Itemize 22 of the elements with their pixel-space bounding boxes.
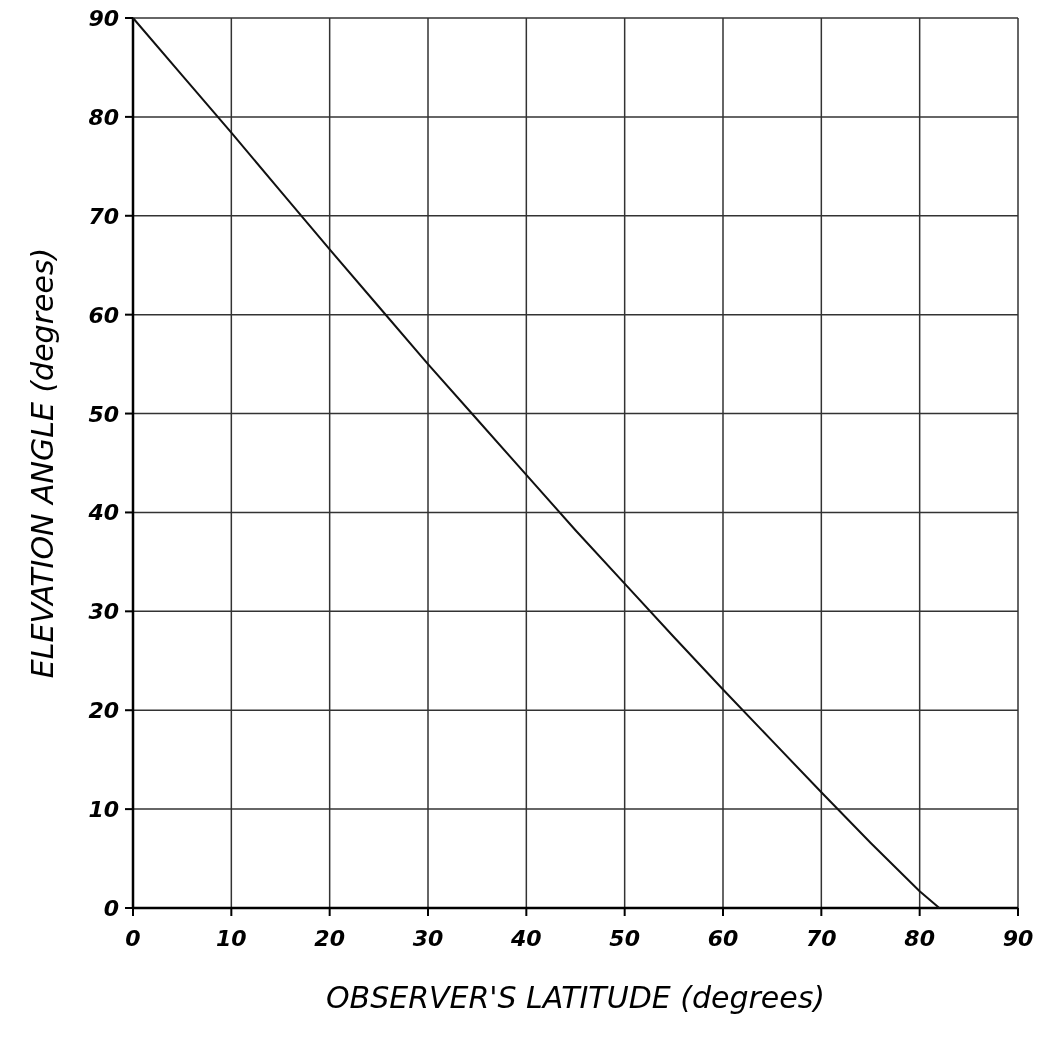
x-tick-label: 50 <box>609 926 640 951</box>
y-tick-label: 50 <box>88 401 119 427</box>
x-tick-label: 0 <box>125 926 141 951</box>
y-tick-label: 30 <box>88 599 119 625</box>
x-tick-label: 40 <box>510 926 542 951</box>
y-tick-label: 10 <box>88 797 119 823</box>
y-tick-label: 20 <box>88 698 119 724</box>
x-tick-label: 10 <box>216 926 247 951</box>
y-tick-label: 90 <box>88 6 119 31</box>
x-tick-label: 60 <box>707 926 739 951</box>
x-axis-title: OBSERVER'S LATITUDE (degrees) <box>325 980 826 1015</box>
y-tick-label: 0 <box>103 896 119 921</box>
y-tick-label: 60 <box>88 302 119 328</box>
y-tick-label: 70 <box>88 203 119 229</box>
x-tick-label: 70 <box>806 926 837 951</box>
y-tick-label: 40 <box>87 500 119 526</box>
x-tick-label: 90 <box>1002 926 1034 951</box>
x-tick-label: 20 <box>314 926 345 951</box>
y-axis-title: ELEVATION ANGLE (degrees) <box>25 247 60 679</box>
x-tick-label: 80 <box>904 926 935 951</box>
y-tick-label: 80 <box>88 104 119 130</box>
x-tick-label: 30 <box>412 926 444 951</box>
